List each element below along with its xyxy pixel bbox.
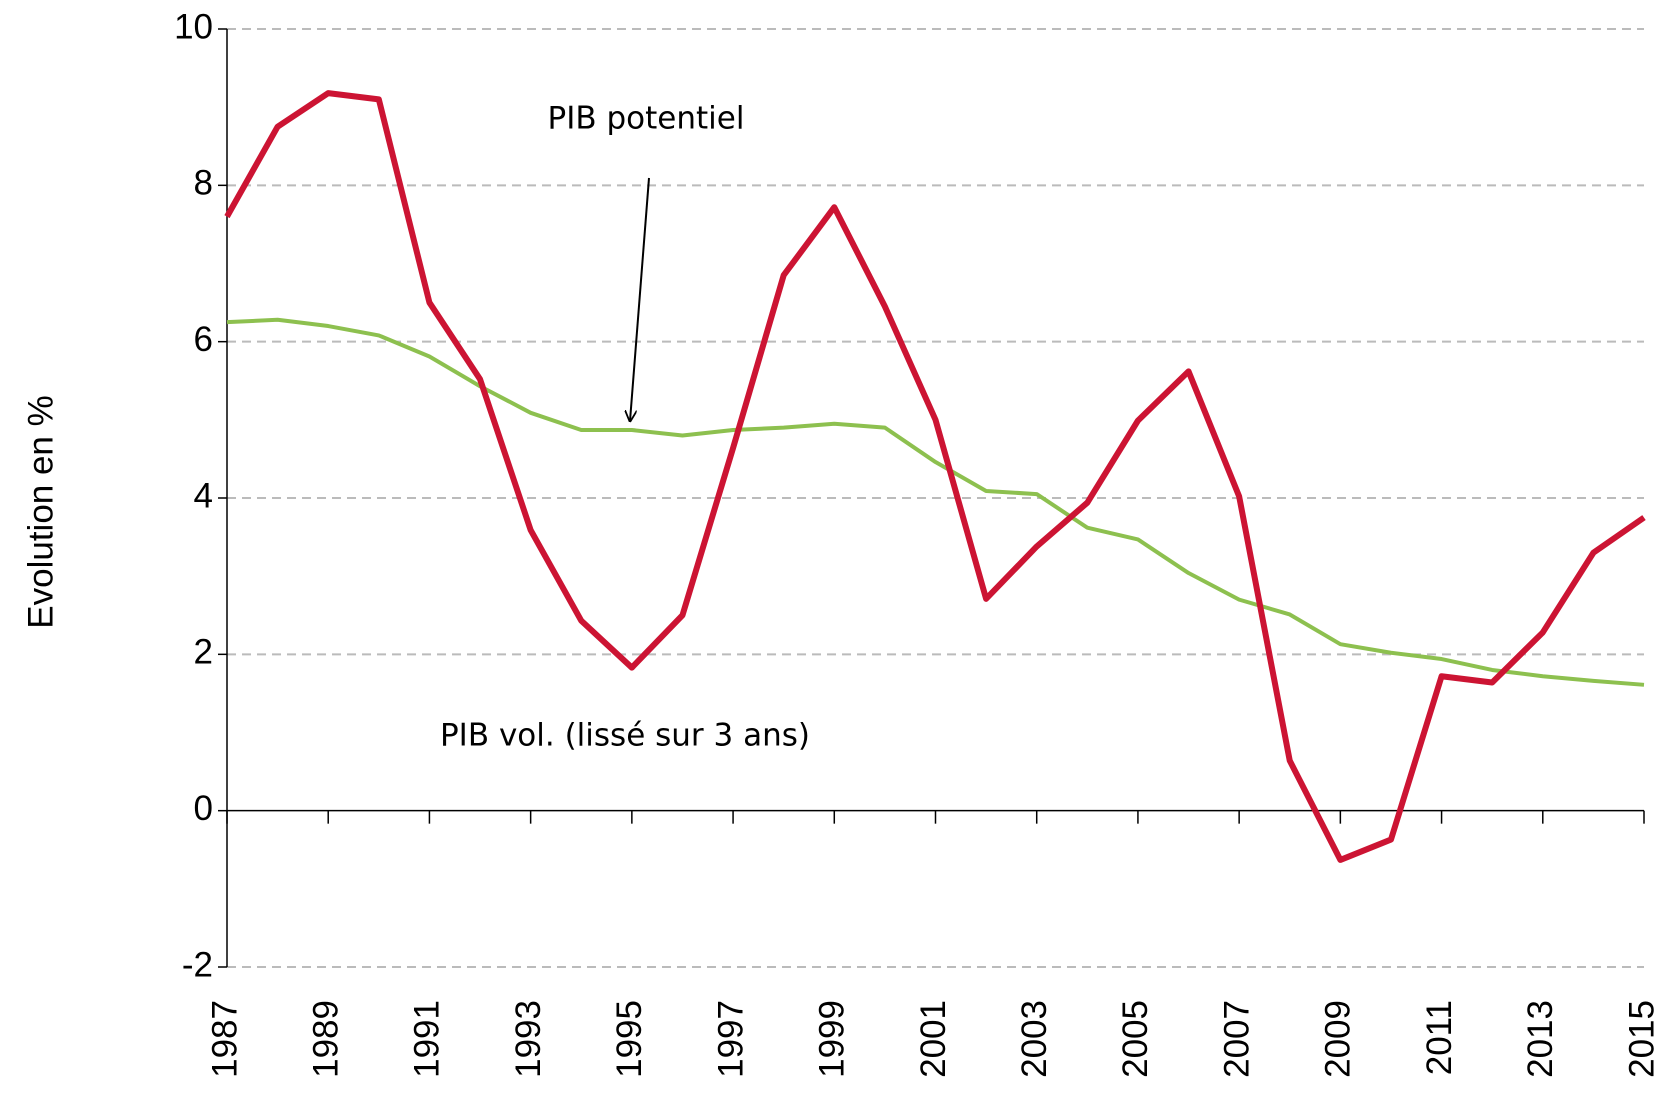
x-tick-label: 1993 (509, 1000, 548, 1078)
x-tick-label: 1991 (408, 1000, 447, 1078)
annotation: PIB vol. (lissé sur 3 ans) (440, 718, 810, 754)
lines (224, 90, 1646, 863)
y-tick-label: -2 (182, 945, 213, 984)
x-tick-label: 2007 (1217, 1000, 1256, 1078)
annotation-arrow (630, 177, 650, 421)
y-tick-label: 8 (194, 164, 213, 203)
y-tick-label: 4 (194, 476, 213, 515)
x-tick-label: 1987 (205, 1000, 244, 1078)
x-tick-label: 2001 (914, 1000, 953, 1078)
grid (218, 28, 1645, 968)
y-tick-label: 10 (174, 7, 213, 46)
x-tick-label: 1995 (610, 1000, 649, 1078)
y-tick-label: 0 (194, 789, 213, 828)
x-tick-label: 2011 (1420, 1000, 1459, 1075)
x-tick-label: 1989 (306, 1000, 345, 1078)
x-tick-label: 2003 (1015, 1000, 1054, 1078)
y-tick-label: 2 (194, 633, 213, 672)
x-tick-label: 2005 (1116, 1000, 1155, 1078)
y-tick-label: 6 (194, 320, 213, 359)
series-line (226, 317, 1645, 687)
x-tick-label: 1999 (813, 1000, 852, 1078)
x-tick-label: 2015 (1622, 1000, 1661, 1078)
y-axis-label: Evolution en % (21, 395, 60, 628)
x-tick-label: 2009 (1319, 1000, 1358, 1078)
annotation: PIB potentiel (548, 101, 745, 137)
x-tick-label: 1997 (711, 1000, 750, 1078)
series-line (224, 90, 1646, 863)
x-tick-label: 2013 (1521, 1000, 1560, 1078)
